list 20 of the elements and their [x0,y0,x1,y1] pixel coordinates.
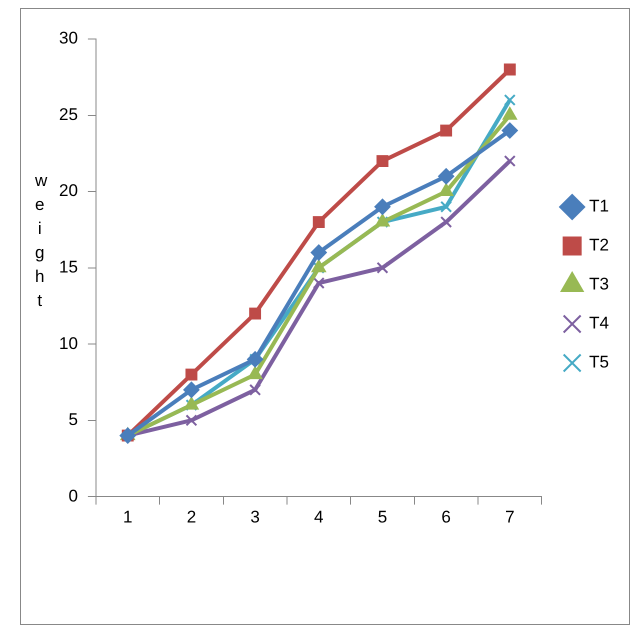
y-tick-label: 20 [58,181,78,200]
legend-label: T1 [589,196,610,216]
x-tick-label: 7 [505,507,515,526]
y-tick-label: 30 [58,28,78,48]
legend-label: T3 [589,274,610,294]
y-tick-label: 10 [58,334,78,353]
legend-label: T4 [589,314,610,333]
y-tick-label: 5 [68,410,78,430]
y-tick-label: 15 [58,257,78,276]
x-tick-label: 5 [378,507,388,526]
y-axis-title: weight [35,170,48,312]
x-tick-label: 6 [441,507,451,526]
legend-label: T5 [589,352,610,372]
y-tick-label: 25 [58,104,78,124]
y-tick-label: 0 [68,486,78,506]
legend-label: T2 [589,236,610,255]
x-tick-label: 4 [314,507,324,526]
x-tick-label: 2 [186,507,196,526]
x-tick-label: 1 [123,507,132,526]
x-tick-label: 3 [250,507,260,526]
